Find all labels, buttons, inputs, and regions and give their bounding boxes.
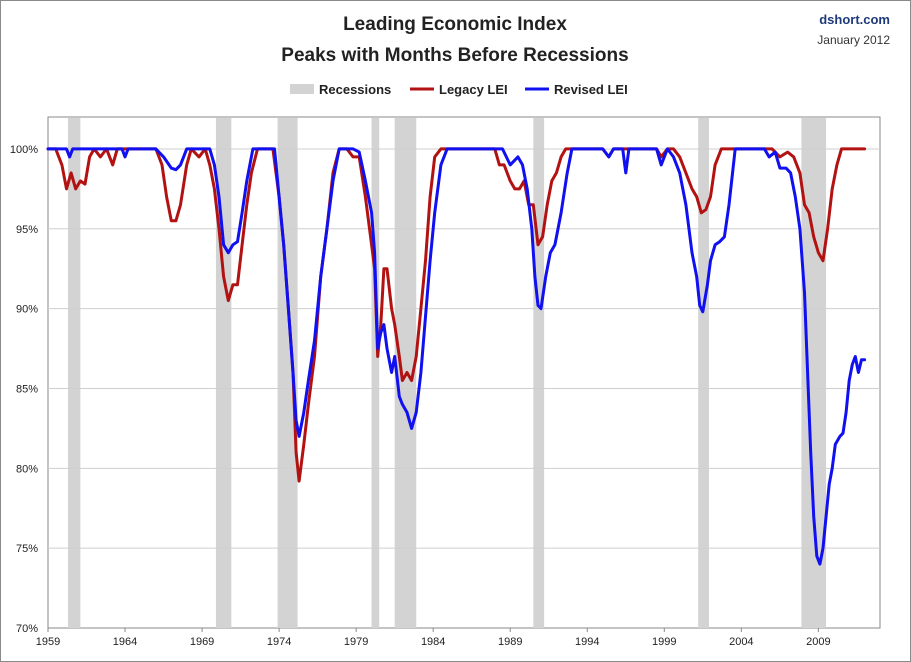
recession-band (371, 118, 380, 628)
recession-band (68, 118, 81, 628)
x-tick-label: 1974 (267, 636, 291, 648)
x-tick-label: 1989 (498, 636, 522, 648)
x-tick-label: 1969 (190, 636, 214, 648)
x-tick-label: 2009 (806, 636, 830, 648)
y-tick-label: 90% (16, 304, 38, 316)
x-tick-label: 1959 (36, 636, 60, 648)
x-tick-label: 1984 (421, 636, 445, 648)
x-tick-label: 1999 (652, 636, 676, 648)
date-label: January 2012 (817, 33, 890, 47)
x-tick-label: 2004 (729, 636, 753, 648)
legend: Recessions Legacy LEI Revised LEI (290, 82, 628, 97)
source-label: dshort.com (819, 12, 890, 27)
y-tick-label: 100% (10, 144, 38, 156)
series-line-revised (46, 147, 867, 566)
recession-band (533, 118, 545, 628)
legend-swatch-recessions (290, 84, 314, 94)
x-tick-label: 1964 (113, 636, 137, 648)
x-tick-label: 1994 (575, 636, 599, 648)
recession-band (277, 118, 298, 628)
series-line-legacy (46, 147, 867, 483)
chart-title: Leading Economic Index (343, 14, 567, 35)
x-tick-label: 1979 (344, 636, 368, 648)
y-tick-label: 85% (16, 383, 38, 395)
legend-label-recessions: Recessions (319, 82, 391, 97)
plot-area: 100% 95% 90% 85% 80% 75% 70%1959 1964 1969 1974 19… (10, 116, 881, 648)
plot-border (47, 116, 881, 629)
y-tick-label: 95% (16, 224, 38, 236)
y-tick-label: 75% (16, 543, 38, 555)
legend-label-legacy: Legacy LEI (439, 82, 508, 97)
chart-subtitle: Peaks with Months Before Recessions (281, 45, 628, 66)
y-tick-label: 80% (16, 463, 38, 475)
recession-band (698, 118, 709, 628)
y-tick-label: 70% (16, 623, 38, 635)
legend-label-revised: Revised LEI (554, 82, 628, 97)
